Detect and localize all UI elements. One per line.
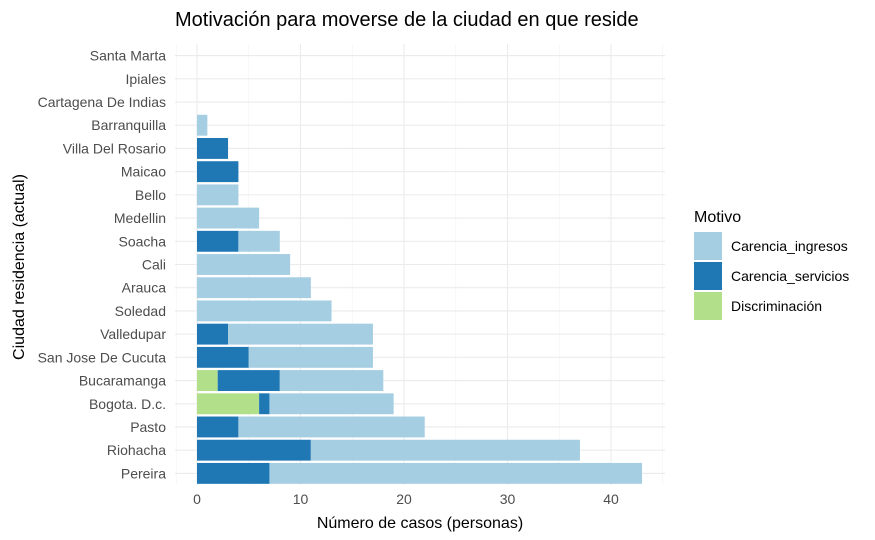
legend-title: Motivo (694, 209, 741, 226)
bar-segment (197, 114, 208, 136)
x-axis-label: Número de casos (personas) (317, 515, 523, 532)
bar-segment (238, 230, 280, 252)
legend: Motivo Carencia_ingresos Carencia_servici… (694, 209, 849, 320)
bar-segment (197, 370, 218, 391)
x-tick-label: 20 (396, 491, 412, 507)
bar-segment (197, 277, 311, 299)
y-tick-label: Barranquilla (91, 117, 166, 133)
bar-segment (197, 462, 270, 484)
bar-segment (259, 393, 270, 415)
bar-segment (197, 323, 229, 345)
legend-label: Discriminación (731, 298, 822, 314)
bar-segment (269, 393, 394, 415)
legend-swatch (694, 292, 722, 320)
y-tick-label: Soacha (119, 233, 167, 249)
bar-segment (197, 346, 249, 368)
y-tick-label: Bello (135, 187, 166, 203)
x-axis-ticks: 0 10 20 30 40 (193, 491, 619, 507)
x-tick-label: 0 (193, 491, 201, 507)
y-tick-label: Arauca (122, 280, 167, 296)
bar-segment (217, 370, 280, 391)
y-tick-label: Maicao (121, 164, 166, 180)
bar-segment (197, 161, 239, 183)
y-axis-ticks: Pereira Riohacha Pasto Bogota. D.c. Bucarama… (38, 48, 167, 482)
x-tick-label: 30 (500, 491, 516, 507)
bar-segment (197, 300, 332, 322)
y-axis-label: Ciudad residencia (actual) (11, 174, 28, 360)
legend-label: Carencia_servicios (731, 268, 849, 284)
bar-segment (269, 462, 643, 484)
bar-segment (248, 346, 373, 368)
y-tick-label: Riohacha (107, 442, 166, 458)
legend-swatch (694, 232, 722, 260)
bar-segment (197, 230, 239, 252)
x-tick-label: 40 (603, 491, 619, 507)
legend-label: Carencia_ingresos (731, 238, 848, 254)
y-tick-label: Cali (142, 257, 166, 273)
y-tick-label: Soledad (115, 303, 166, 319)
y-tick-label: Bucaramanga (79, 373, 166, 389)
grid (175, 44, 665, 485)
bar-segment (197, 439, 311, 461)
bar-segment (228, 323, 373, 345)
y-tick-label: Ipiales (126, 71, 166, 87)
bar-segment (238, 416, 425, 438)
bar-segment (197, 138, 229, 159)
y-tick-label: Medellin (114, 210, 166, 226)
bar-segment (197, 184, 239, 206)
y-tick-label: San Jose De Cucuta (38, 349, 167, 365)
bar-segment (197, 254, 291, 275)
legend-swatch (694, 262, 722, 290)
y-tick-label: Cartagena De Indias (38, 94, 166, 110)
bars (197, 114, 643, 484)
bar-segment (197, 207, 260, 229)
y-tick-label: Pereira (121, 465, 166, 481)
x-tick-label: 10 (293, 491, 309, 507)
y-tick-label: Santa Marta (90, 48, 166, 64)
bar-segment (310, 439, 580, 461)
y-tick-label: Villa Del Rosario (63, 140, 166, 156)
bar-segment (197, 393, 260, 415)
y-tick-label: Pasto (130, 419, 166, 435)
chart-title: Motivación para moverse de la ciudad en … (175, 9, 639, 31)
y-tick-label: Valledupar (100, 326, 166, 342)
y-tick-label: Bogota. D.c. (89, 396, 166, 412)
bar-segment (279, 370, 384, 391)
bar-segment (197, 416, 239, 438)
